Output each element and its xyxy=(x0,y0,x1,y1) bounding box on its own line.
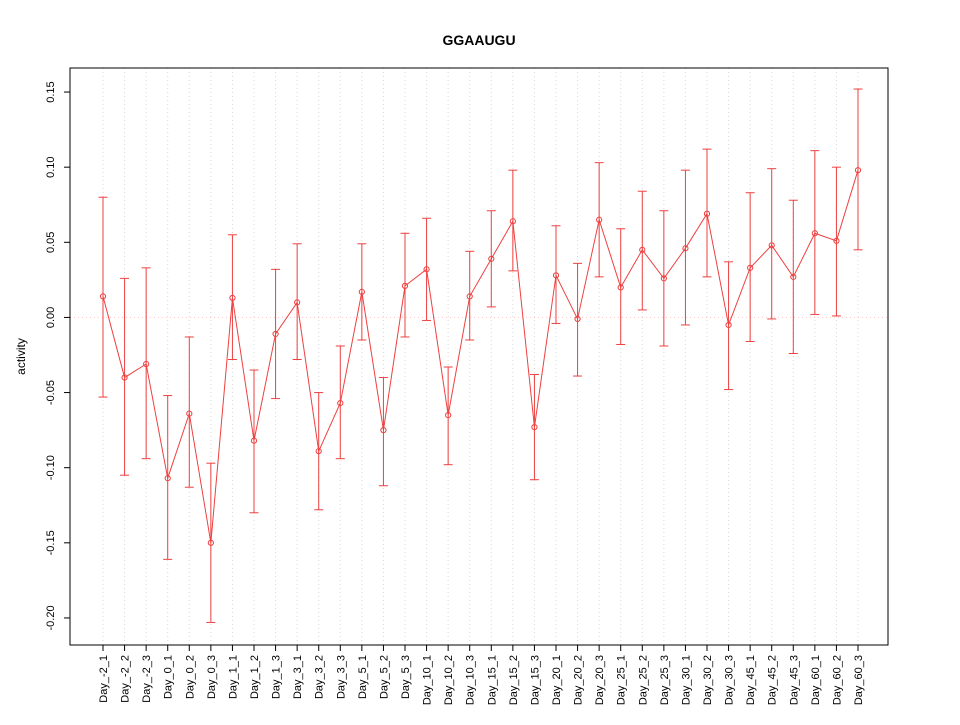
x-tick-label: Day_60_1 xyxy=(810,655,822,705)
data-point xyxy=(207,539,214,546)
x-tick-label: Day_1_3 xyxy=(271,655,283,699)
data-point xyxy=(143,360,150,368)
x-tick-label: Day_10_3 xyxy=(465,655,477,705)
data-point xyxy=(854,167,862,174)
data-point xyxy=(445,412,452,419)
x-tick-label: Day_3_2 xyxy=(314,655,326,699)
data-point xyxy=(703,210,711,217)
data-point xyxy=(811,230,818,237)
x-tick-label: Day_3_1 xyxy=(292,655,304,699)
data-point xyxy=(596,216,603,223)
x-tick-label: Day_10_1 xyxy=(422,655,434,705)
x-tick-label: Day_-2_3 xyxy=(141,655,153,703)
data-point xyxy=(186,410,193,417)
y-tick-label: 0.15 xyxy=(45,81,57,102)
x-tick-label: Day_15_3 xyxy=(529,655,541,705)
data-point xyxy=(552,272,560,279)
y-tick-label: 0.05 xyxy=(45,232,57,253)
x-tick-label: Day_20_1 xyxy=(551,655,563,705)
data-point xyxy=(272,330,279,338)
y-tick-label: -0.10 xyxy=(45,455,57,480)
data-point xyxy=(250,437,258,444)
data-point xyxy=(617,284,624,291)
data-point xyxy=(380,427,387,434)
x-tick-label: Day_10_2 xyxy=(443,655,455,705)
x-tick-label: Day_3_3 xyxy=(335,655,347,699)
data-point xyxy=(229,294,236,301)
series-line xyxy=(102,170,859,543)
x-tick-label: Day_0_2 xyxy=(184,655,196,699)
data-point xyxy=(833,237,840,244)
y-axis-label: activity xyxy=(14,338,28,375)
x-tick-label: Day_30_3 xyxy=(724,655,736,705)
x-tick-label: Day_-2_2 xyxy=(120,655,132,703)
x-tick-label: Day_25_2 xyxy=(637,655,649,705)
data-point xyxy=(315,448,322,455)
data-point xyxy=(790,273,797,280)
data-point xyxy=(574,315,581,323)
chart-title: GGAAUGU xyxy=(442,32,515,48)
x-tick-label: Day_30_1 xyxy=(680,655,692,705)
x-tick-label: Day_20_2 xyxy=(573,655,585,705)
x-tick-label: Day_5_2 xyxy=(378,655,390,699)
y-tick-label: -0.05 xyxy=(45,380,57,405)
x-tick-label: Day_15_2 xyxy=(508,655,520,705)
data-point xyxy=(294,299,301,306)
data-point xyxy=(423,266,430,273)
x-tick-label: Day_1_2 xyxy=(249,655,261,699)
x-tick-label: Day_30_2 xyxy=(702,655,714,705)
x-tick-label: Day_-2_1 xyxy=(98,655,110,703)
x-tick-label: Day_0_1 xyxy=(163,655,175,699)
x-tick-label: Day_20_3 xyxy=(594,655,606,705)
data-point xyxy=(466,293,473,300)
data-point xyxy=(337,399,344,407)
x-tick-label: Day_45_2 xyxy=(767,655,779,705)
x-tick-label: Day_60_2 xyxy=(831,655,843,705)
data-point xyxy=(121,374,128,381)
x-tick-label: Day_5_3 xyxy=(400,655,412,699)
plot-border xyxy=(69,67,889,646)
data-point xyxy=(639,246,646,253)
x-tick-label: Day_45_1 xyxy=(745,655,757,705)
data-point xyxy=(401,282,409,289)
data-point xyxy=(164,475,171,482)
data-point xyxy=(99,293,107,300)
data-point xyxy=(509,218,516,225)
data-point xyxy=(768,242,775,249)
data-point xyxy=(488,255,495,262)
data-point xyxy=(725,321,732,329)
data-point xyxy=(682,245,689,252)
data-point xyxy=(531,424,538,431)
x-tick-label: Day_1_1 xyxy=(227,655,239,699)
y-tick-label: -0.20 xyxy=(45,605,57,630)
x-tick-label: Day_0_3 xyxy=(206,655,218,699)
data-point xyxy=(747,264,754,271)
x-tick-label: Day_15_1 xyxy=(486,655,498,705)
x-tick-label: Day_45_3 xyxy=(788,655,800,705)
data-point xyxy=(358,288,365,295)
x-tick-label: Day_25_1 xyxy=(616,655,628,705)
x-tick-label: Day_25_3 xyxy=(659,655,671,705)
x-tick-label: Day_60_3 xyxy=(853,655,865,705)
data-point xyxy=(660,275,667,282)
y-tick-label: -0.15 xyxy=(45,530,57,555)
y-tick-label: 0.00 xyxy=(45,307,57,328)
y-tick-label: 0.10 xyxy=(45,156,57,177)
x-tick-label: Day_5_1 xyxy=(357,655,369,699)
